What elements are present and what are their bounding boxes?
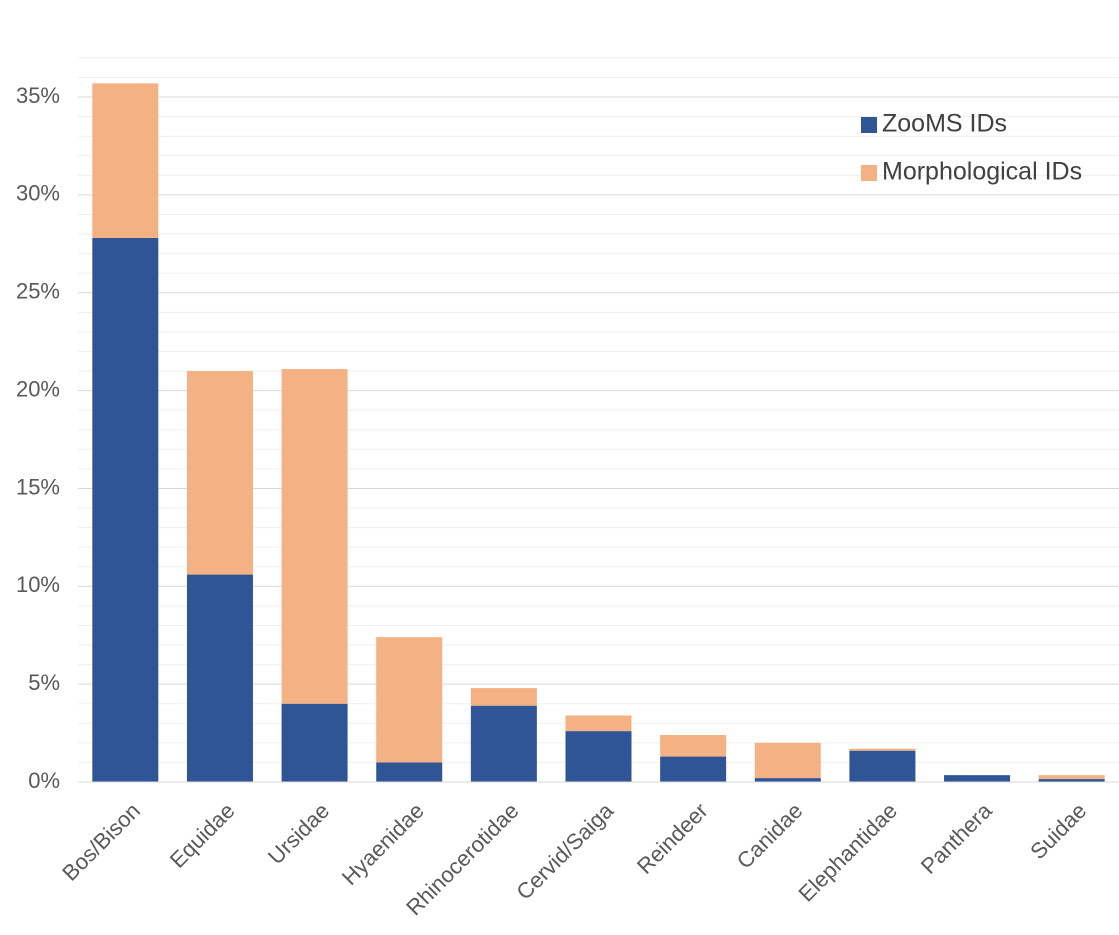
bar-segment [1038,775,1105,780]
y-tick-label: 15% [16,474,60,499]
bar-segment [470,688,537,706]
bar-segment [470,705,537,782]
x-tick-label: Reindeer [632,798,713,879]
bar-segment [92,83,159,238]
bar-segment [660,756,727,782]
legend-label: Morphological IDs [882,158,1082,186]
bar-segment [186,574,253,782]
bar-segment [944,775,1011,782]
legend-label: ZooMS IDs [882,110,1007,138]
bar-segment [849,748,916,751]
bar-segment [754,778,821,782]
x-tick-label: Suidae [1025,798,1091,864]
x-tick-label: Bos/Bison [57,798,145,886]
bar-segment [92,237,159,783]
y-tick-label: 30% [16,181,60,206]
bar-segment [565,731,632,782]
y-tick-label: 20% [16,376,60,401]
x-tick-label: Hyaenidae [337,798,429,890]
bar-segment [281,369,348,704]
bar-segment [186,371,253,575]
x-tick-label: Ursidae [263,798,334,869]
x-tick-label: Cervid/Saiga [511,797,618,904]
legend-swatch [861,117,877,133]
bar-segment [565,715,632,732]
bar-segment [281,703,348,782]
bar-segment [660,735,727,757]
bar-segment [754,742,821,779]
x-tick-label: Panthera [916,797,997,878]
y-tick-label: 25% [16,279,60,304]
bar-segment [376,637,443,763]
x-tick-label: Equidae [165,798,240,873]
bar-segment [849,750,916,782]
x-tick-label: Elephantidae [794,798,903,907]
bar-segment [1038,779,1105,782]
x-tick-label: Canidae [732,798,808,874]
y-tick-label: 10% [16,572,60,597]
legend-swatch [861,165,877,181]
y-tick-label: 0% [28,768,60,793]
bar-segment [376,762,443,782]
y-tick-label: 5% [28,670,60,695]
y-tick-label: 35% [16,83,60,108]
